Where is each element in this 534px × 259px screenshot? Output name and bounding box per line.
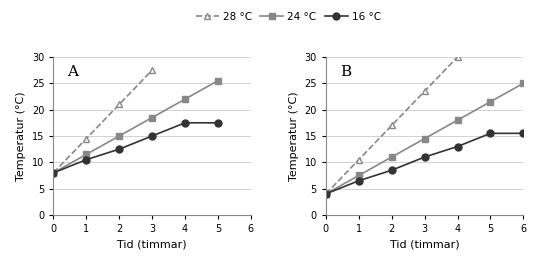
Y-axis label: Temperatur (°C): Temperatur (°C) <box>17 91 26 181</box>
Text: B: B <box>340 65 351 79</box>
X-axis label: Tid (timmar): Tid (timmar) <box>117 240 187 250</box>
Legend: 28 °C, 24 °C, 16 °C: 28 °C, 24 °C, 16 °C <box>192 8 385 26</box>
X-axis label: Tid (timmar): Tid (timmar) <box>390 240 459 250</box>
Y-axis label: Temperatur (°C): Temperatur (°C) <box>289 91 299 181</box>
Text: A: A <box>67 65 78 79</box>
